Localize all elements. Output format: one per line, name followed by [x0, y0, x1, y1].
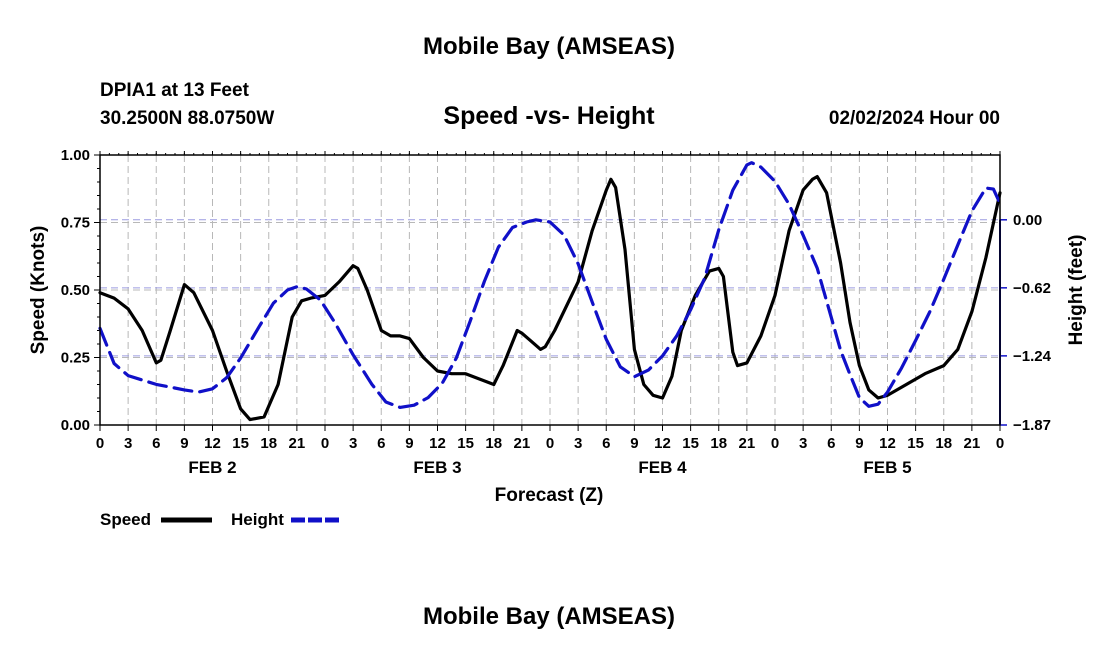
x-tick-label: 0 [96, 435, 104, 452]
x-tick-label: 9 [630, 435, 638, 452]
tick-labels: 0 3 6 9 12 15 18 21 0 3 6 9 12 15 18 21 0 3 6 9 12 15 18 21 0 3 6 9… [61, 147, 1052, 477]
chart-title: Speed -vs- Height [443, 102, 655, 130]
y-left-tick-label: 1.00 [61, 147, 90, 164]
day-label: FEB 5 [863, 458, 911, 477]
x-tick-label: 0 [321, 435, 329, 452]
x-tick-label: 12 [204, 435, 221, 452]
plot-frame [99, 154, 1001, 426]
x-tick-label: 12 [879, 435, 896, 452]
x-tick-label: 3 [349, 435, 357, 452]
x-tick-label: 18 [710, 435, 727, 452]
x-tick-label: 3 [799, 435, 807, 452]
x-tick-label: 21 [964, 435, 981, 452]
page-title: Mobile Bay (AMSEAS) [423, 33, 675, 60]
x-tick-label: 21 [289, 435, 306, 452]
y-right-tick-label: −1.24 [1013, 348, 1052, 365]
y-left-tick-label: 0.75 [61, 215, 90, 232]
legend: Speed Height [100, 510, 342, 529]
x-tick-label: 3 [574, 435, 582, 452]
series-lines [98, 161, 1002, 422]
legend-speed-label: Speed [100, 510, 151, 529]
y-right-tick-label: −0.62 [1013, 280, 1051, 297]
x-tick-label: 9 [405, 435, 413, 452]
y-right-tick-label: −1.87 [1013, 417, 1051, 434]
y-left-tick-label: 0.25 [61, 350, 90, 367]
x-tick-label: 15 [232, 435, 249, 452]
footer-title: Mobile Bay (AMSEAS) [423, 603, 675, 630]
x-tick-label: 18 [935, 435, 952, 452]
x-tick-label: 9 [855, 435, 863, 452]
legend-height-label: Height [231, 510, 284, 529]
station-label: DPIA1 at 13 Feet [100, 80, 250, 101]
x-tick-label: 6 [152, 435, 160, 452]
x-tick-label: 15 [907, 435, 924, 452]
speed-series-line [98, 175, 1002, 422]
x-tick-label: 12 [429, 435, 446, 452]
x-tick-label: 6 [827, 435, 835, 452]
x-tick-label: 21 [739, 435, 756, 452]
height-series-line [98, 161, 1002, 409]
y-axis-right-label: Height (feet) [1066, 235, 1087, 346]
x-tick-label: 18 [260, 435, 277, 452]
x-tick-label: 6 [602, 435, 610, 452]
x-tick-label: 3 [124, 435, 132, 452]
x-axis-label: Forecast (Z) [495, 485, 604, 506]
datetime-label: 02/02/2024 Hour 00 [829, 108, 1000, 129]
y-left-tick-label: 0.50 [61, 282, 90, 299]
grid [100, 155, 1000, 425]
day-label: FEB 3 [413, 458, 461, 477]
x-tick-label: 21 [514, 435, 531, 452]
x-tick-label: 6 [377, 435, 385, 452]
x-tick-label: 15 [682, 435, 699, 452]
y-right-tick-label: 0.00 [1013, 212, 1042, 229]
x-tick-label: 18 [485, 435, 502, 452]
y-axis-left-label: Speed (Knots) [28, 226, 49, 355]
x-tick-label: 12 [654, 435, 671, 452]
x-tick-label: 0 [771, 435, 779, 452]
x-tick-label: 0 [996, 435, 1004, 452]
location-label: 30.2500N 88.0750W [100, 108, 274, 129]
day-label: FEB 4 [638, 458, 687, 477]
y-left-tick-label: 0.00 [61, 417, 90, 434]
day-label: FEB 2 [188, 458, 236, 477]
x-tick-label: 0 [546, 435, 554, 452]
x-tick-label: 15 [457, 435, 474, 452]
x-tick-label: 9 [180, 435, 188, 452]
